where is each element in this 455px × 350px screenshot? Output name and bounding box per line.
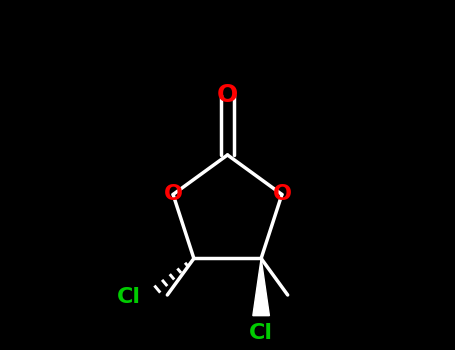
Text: O: O <box>273 184 291 204</box>
Text: O: O <box>164 184 182 204</box>
Text: O: O <box>217 83 238 107</box>
Polygon shape <box>253 258 269 316</box>
Text: Cl: Cl <box>117 287 141 307</box>
Text: Cl: Cl <box>249 323 273 343</box>
